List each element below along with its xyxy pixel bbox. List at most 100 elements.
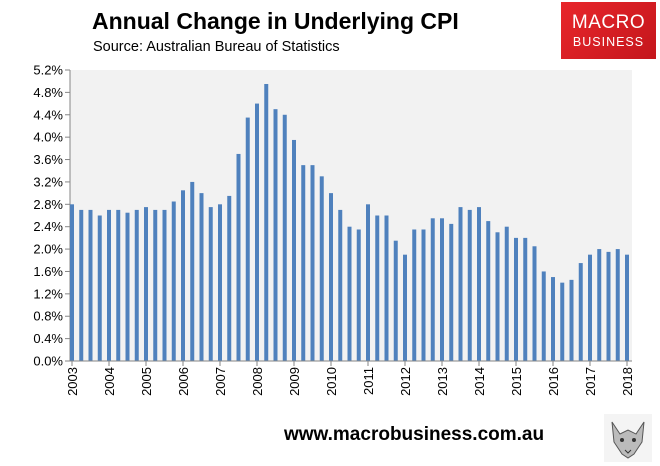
bar [467, 209, 472, 361]
bar [560, 282, 565, 361]
y-tick-label: 0.4% [33, 331, 63, 346]
x-tick-label: 2004 [102, 367, 117, 396]
x-tick-label: 2009 [287, 367, 302, 396]
bar [523, 237, 528, 361]
bar [116, 209, 121, 361]
bar [514, 237, 518, 361]
bar [375, 215, 380, 361]
bar [255, 103, 259, 362]
bar [477, 207, 481, 361]
bar [532, 246, 537, 361]
bar [134, 209, 139, 361]
macrobusiness-logo: MACRO BUSINESS [561, 2, 656, 59]
bar [486, 221, 491, 361]
x-tick-label: 2013 [435, 367, 450, 396]
y-tick-label: 1.6% [33, 264, 63, 279]
bar [301, 165, 306, 361]
bar [292, 139, 296, 361]
bar [162, 209, 167, 361]
bar [236, 153, 241, 361]
bar [588, 254, 592, 361]
y-tick-label: 2.0% [33, 242, 63, 257]
x-tick-label: 2010 [324, 367, 339, 396]
bar [273, 109, 278, 361]
y-tick-label: 4.8% [33, 85, 63, 100]
bar [541, 271, 546, 361]
bar [597, 249, 602, 361]
bar-chart: 0.0% 0.4% 0.8% 1.2% 1.6% 2.0% 2.4% 2.8% 3.2% 3.6%… [33, 63, 635, 396]
bar [625, 254, 629, 361]
y-tick-label: 3.6% [33, 152, 63, 167]
y-tick-label: 0.0% [33, 354, 63, 369]
x-tick-label: 2015 [509, 367, 524, 396]
bar [144, 207, 148, 361]
bar [338, 209, 343, 361]
wolf-logo-icon [604, 414, 652, 462]
bar [181, 190, 185, 361]
y-tick-label: 3.2% [33, 174, 63, 189]
y-tick-label: 2.8% [33, 197, 63, 212]
bar [70, 204, 74, 361]
x-tick-label: 2014 [472, 367, 487, 396]
bar [310, 165, 315, 361]
bar [282, 114, 287, 362]
bar [458, 207, 463, 361]
x-tick-label: 2007 [213, 367, 228, 396]
bar [384, 215, 389, 361]
bar [88, 209, 93, 361]
x-tick-label: 2003 [65, 367, 80, 396]
y-tick-label: 5.2% [33, 63, 63, 78]
bar [356, 229, 361, 361]
bar [79, 209, 84, 361]
bar [199, 193, 204, 361]
bar [615, 249, 620, 361]
y-tick-label: 0.8% [33, 309, 63, 324]
bar [347, 226, 352, 361]
bar [430, 218, 435, 361]
logo-line2: BUSINESS [572, 35, 645, 49]
bar [329, 193, 333, 361]
website-url: www.macrobusiness.com.au [284, 424, 545, 445]
bar [218, 204, 222, 361]
y-tick-label: 2.4% [33, 219, 63, 234]
y-tick-label: 4.0% [33, 130, 63, 145]
bar [393, 240, 398, 361]
bar [412, 229, 417, 361]
bar [421, 229, 426, 361]
bar [440, 218, 444, 361]
x-tick-label: 2006 [176, 367, 191, 396]
bar [208, 207, 213, 361]
bar [245, 117, 250, 361]
bar [606, 251, 611, 361]
x-tick-label: 2011 [361, 367, 376, 395]
bar [107, 209, 111, 361]
bar [495, 232, 500, 361]
bar [551, 277, 555, 361]
bar [319, 176, 324, 361]
x-tick-label: 2008 [250, 367, 265, 396]
bar [125, 212, 130, 361]
bar [569, 279, 574, 361]
x-tick-label: 2012 [398, 367, 413, 396]
bar [190, 181, 195, 361]
bar [264, 83, 269, 361]
bar [153, 209, 158, 361]
bar [504, 226, 509, 361]
x-tick-label: 2005 [139, 367, 154, 396]
x-tick-label: 2016 [546, 367, 561, 396]
logo-line1: MACRO [571, 12, 646, 33]
chart-title: Annual Change in Underlying CPI [92, 8, 459, 34]
chart-subtitle: Source: Australian Bureau of Statistics [93, 39, 340, 55]
y-tick-label: 4.4% [33, 107, 63, 122]
x-tick-label: 2018 [620, 367, 635, 396]
bar [171, 201, 176, 361]
y-tick-label: 1.2% [33, 286, 63, 301]
bar [97, 215, 102, 361]
bar [449, 223, 454, 361]
bar [366, 204, 370, 361]
x-tick-label: 2017 [583, 367, 598, 396]
bar [403, 254, 407, 361]
bar [578, 263, 583, 361]
bar [227, 195, 232, 361]
